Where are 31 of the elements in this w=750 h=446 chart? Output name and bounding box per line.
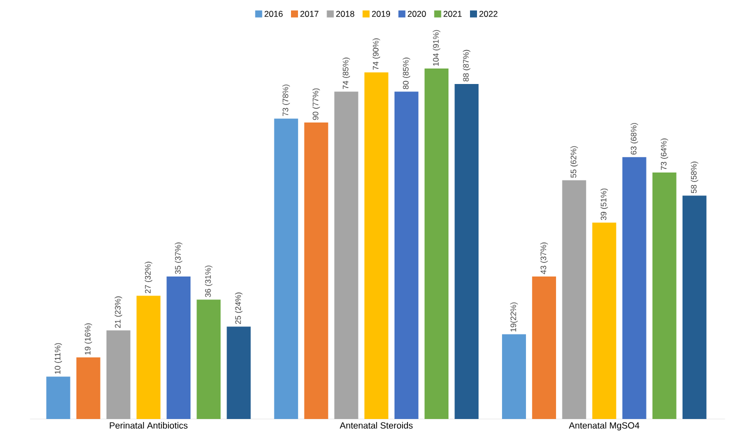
legend-label: 2021 (444, 10, 462, 17)
bar (532, 276, 556, 419)
bar (304, 122, 328, 419)
bar (562, 180, 586, 419)
bar (622, 157, 646, 419)
bar (166, 276, 191, 419)
bar (502, 334, 526, 419)
legend-label: 2018 (336, 10, 354, 17)
x-tick-label: Perinatal Antibiotics (110, 422, 188, 429)
bar (226, 326, 251, 419)
x-tick-label: Antenatal Steroids (340, 422, 413, 429)
bar (592, 222, 616, 419)
legend-label: 2017 (300, 10, 318, 17)
bar (394, 92, 418, 419)
bar (274, 118, 298, 419)
bar (424, 68, 448, 419)
legend-label: 2016 (264, 10, 283, 17)
bar (364, 72, 388, 419)
bar (454, 84, 479, 419)
bar (682, 196, 706, 419)
bar (106, 330, 130, 419)
bar (76, 357, 100, 419)
bar (136, 296, 160, 419)
x-tick-label: Antenatal MgSO4 (568, 422, 640, 430)
bar (652, 172, 676, 419)
bar (196, 300, 221, 419)
legend-label: 2020 (408, 10, 426, 17)
bar (334, 92, 358, 419)
legend-label: 2019 (372, 10, 390, 17)
bar (46, 376, 70, 419)
legend-label: 2022 (479, 10, 498, 17)
